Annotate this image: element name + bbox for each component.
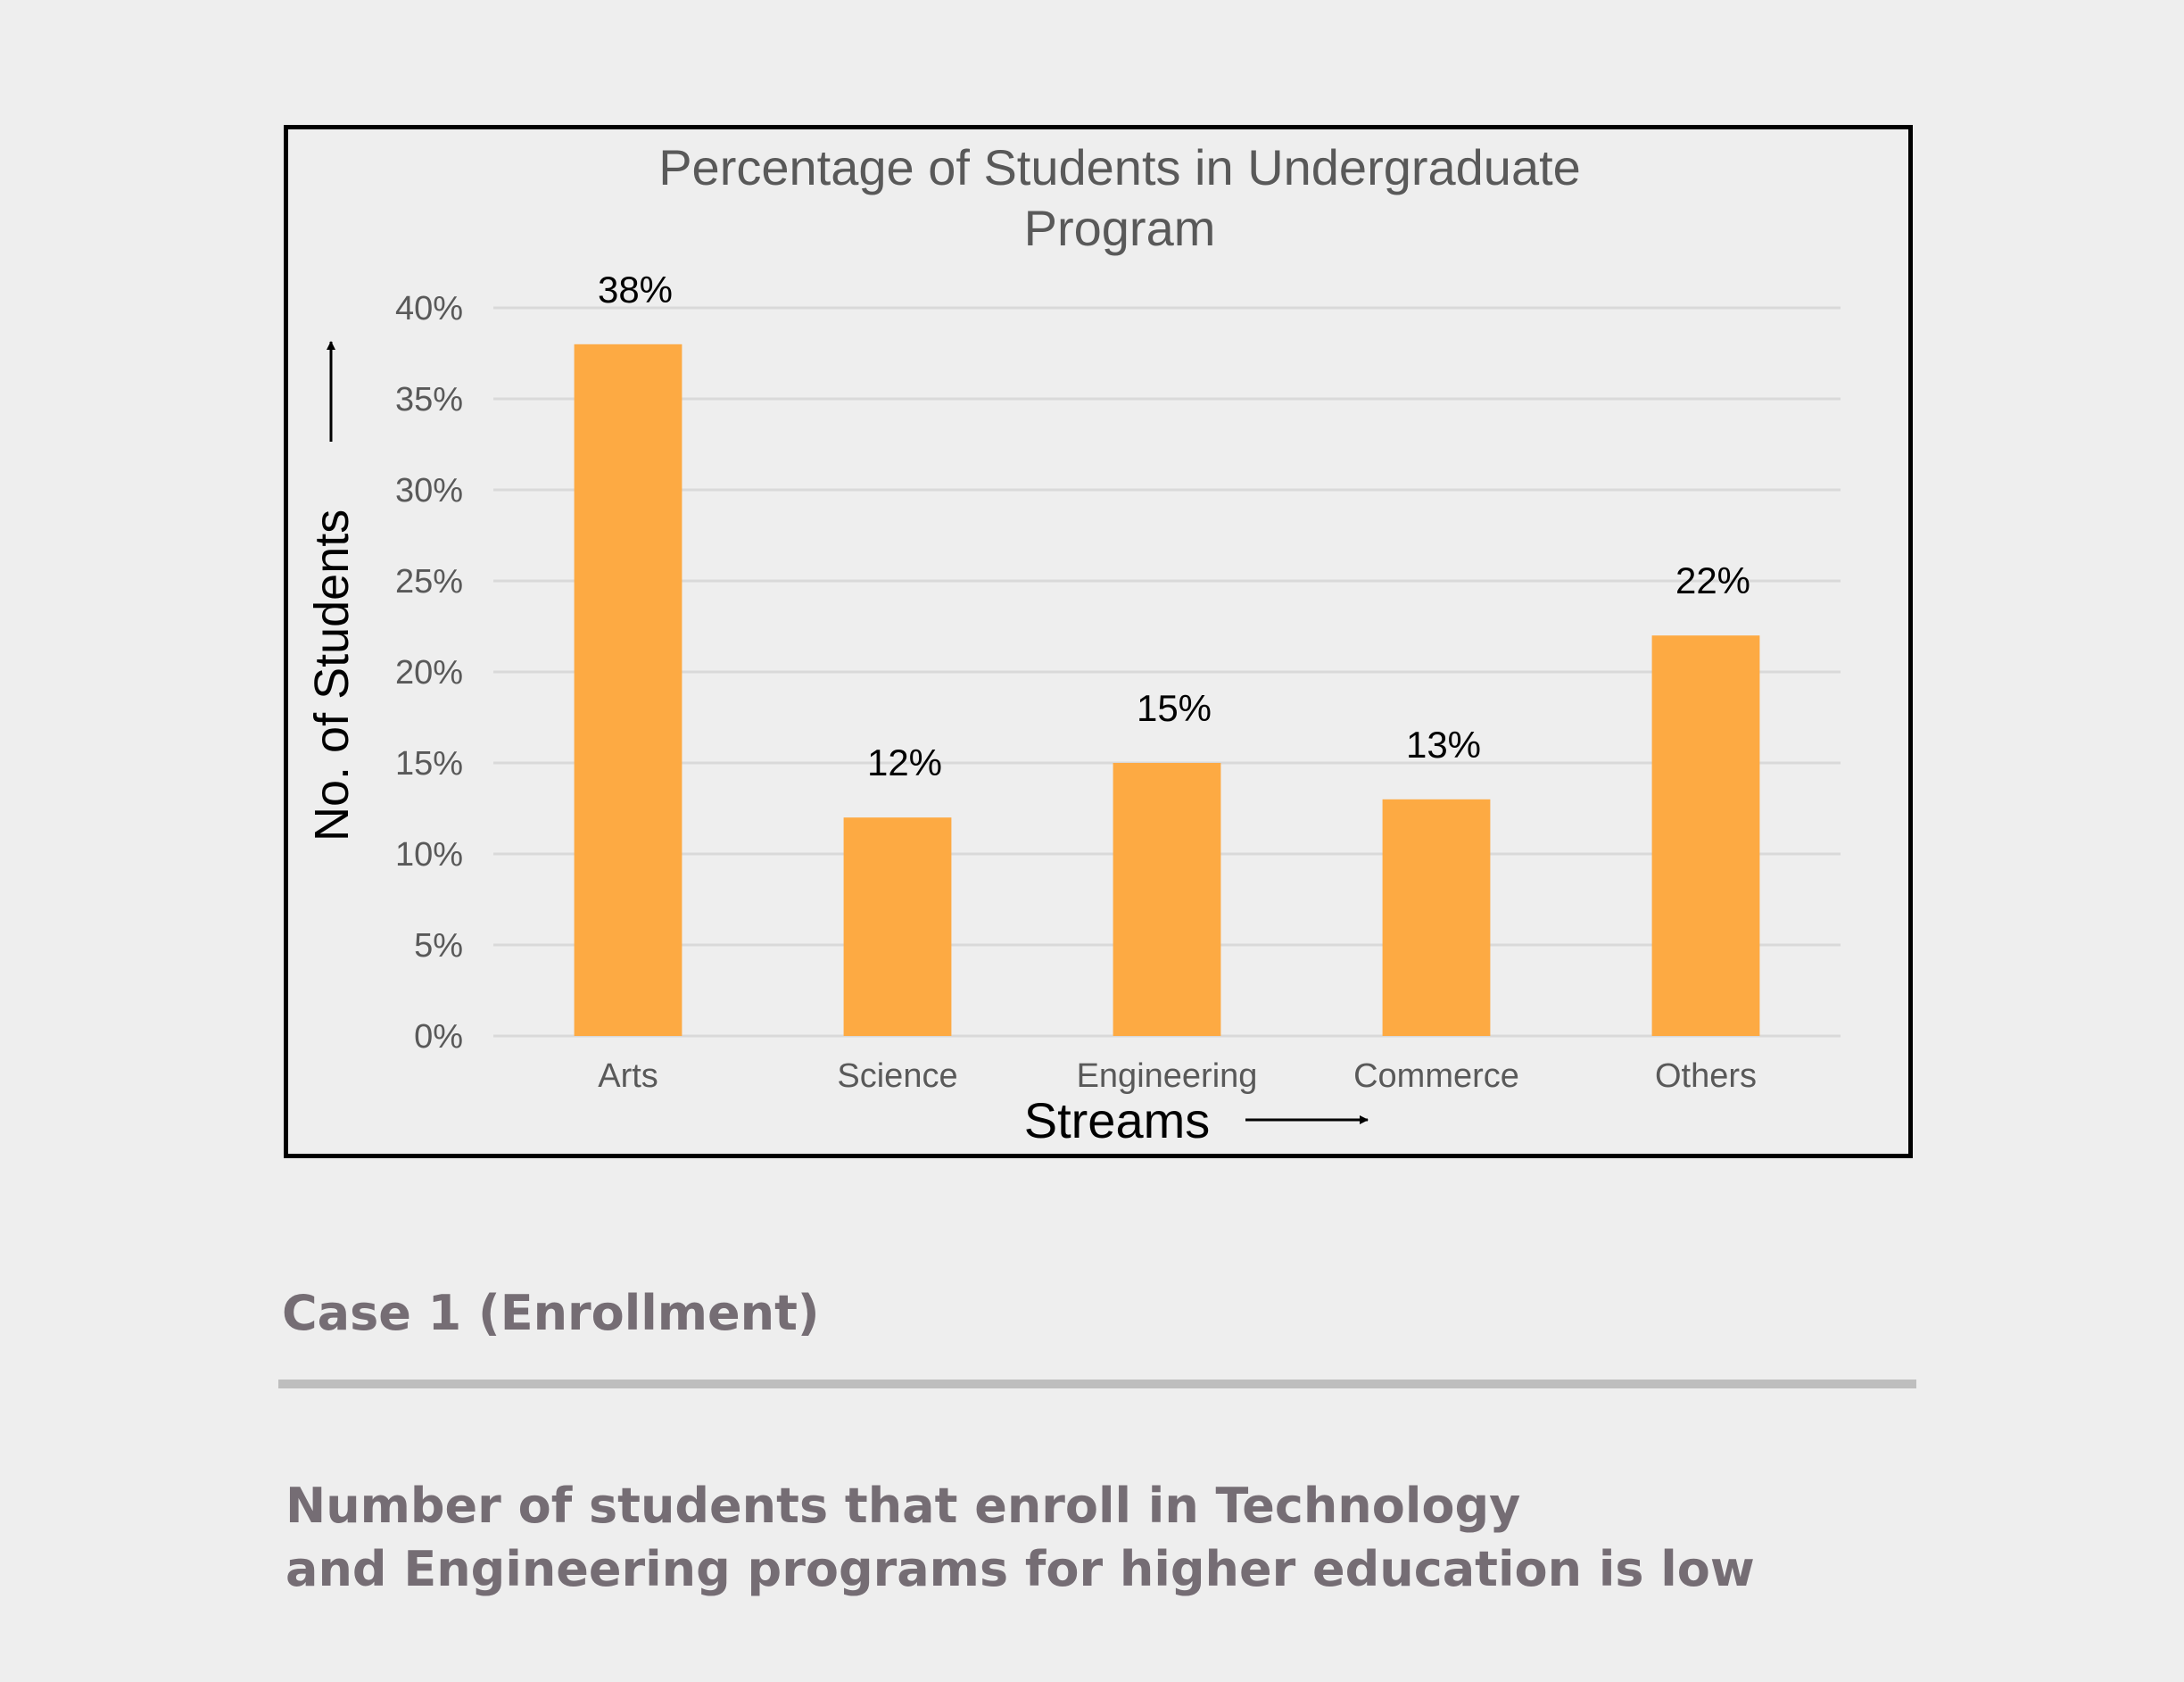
y-tick-label: 20% [395,654,463,692]
slide-heading: Case 1 (Enrollment) [282,1285,820,1341]
y-tick-label: 40% [395,290,463,327]
y-tick-label: 35% [395,381,463,418]
data-label: 15% [1137,687,1212,729]
gridlines [493,306,1841,1038]
x-axis-ticks: Arts Science Engineering Commerce Others [598,1057,1757,1095]
slide-body-text: Number of students that enroll in Techno… [285,1474,1755,1601]
heading-divider [278,1380,1916,1388]
y-axis-ticks: 0% 5% 10% 15% 20% 25% 30% 35% 40% [395,290,463,1056]
chart-title-line-1: Percentage of Students in Undergraduate [658,139,1581,195]
slide-body-line-1: Number of students that enroll in Techno… [285,1478,1521,1534]
x-tick-label: Science [837,1057,957,1095]
data-label: 22% [1675,559,1750,601]
bar-arts [574,344,682,1036]
data-label: 38% [598,269,673,311]
chart-frame: Percentage of Students in Undergraduate … [284,125,1913,1158]
bar-engineering [1113,763,1221,1036]
x-axis-label: Streams [1024,1092,1211,1148]
data-label: 13% [1406,724,1481,766]
bar-commerce [1382,799,1491,1036]
chart-title-line-2: Program [1024,200,1216,256]
y-tick-label: 30% [395,472,463,510]
bars [574,344,1760,1036]
bar-chart: Percentage of Students in Undergraduate … [305,139,1841,1148]
bar-science [843,817,952,1036]
slide-body-line-2: and Engineering programs for higher educ… [285,1541,1755,1597]
x-tick-label: Arts [598,1057,658,1095]
y-tick-label: 10% [395,836,463,874]
x-tick-label: Engineering [1077,1057,1258,1095]
y-tick-label: 0% [414,1018,463,1056]
data-labels: 38% 12% 15% 13% 22% [598,269,1750,783]
y-tick-label: 5% [414,927,463,965]
x-tick-label: Others [1655,1057,1757,1095]
y-axis-label: No. of Students [305,510,359,841]
y-tick-label: 15% [395,745,463,783]
data-label: 12% [867,742,942,783]
x-tick-label: Commerce [1353,1057,1519,1095]
y-tick-label: 25% [395,563,463,601]
bar-others [1651,635,1760,1036]
